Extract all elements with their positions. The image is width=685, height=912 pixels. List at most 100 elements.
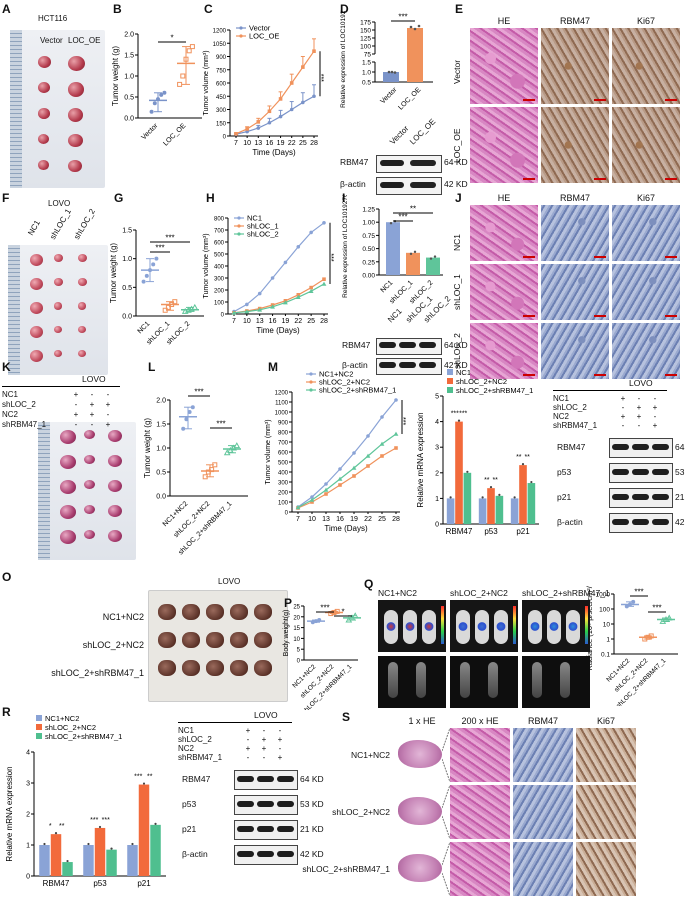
significance-label: *** — [216, 420, 225, 429]
q-group-label: shLOC_2+NC2 — [450, 588, 508, 598]
y-axis-label: Relative expression of LOC101927668 — [340, 10, 347, 108]
y-tick-label: 300 — [214, 277, 225, 283]
n-sign: - — [653, 394, 657, 403]
data-point — [142, 782, 146, 785]
micrograph — [513, 728, 573, 782]
n-blot-band — [632, 494, 649, 500]
y-tick-label: 750 — [216, 68, 227, 74]
data-point — [283, 300, 288, 305]
significance-label: *** — [327, 253, 334, 261]
legend-marker — [237, 232, 241, 236]
q-group-label: NC1+NC2 — [378, 588, 417, 598]
micrograph — [470, 107, 538, 183]
ivis-frame — [450, 600, 518, 652]
r-sign: + — [261, 744, 267, 753]
y-tick-label: 100 — [599, 607, 610, 614]
legend-swatch — [447, 387, 453, 393]
n-blot-kd-label: 42 KD — [675, 517, 685, 527]
bar — [62, 862, 73, 876]
ct-mouse — [460, 662, 470, 698]
x-tick-label: 7 — [296, 516, 300, 523]
y-tick-label: 1.25 — [362, 207, 375, 214]
chart-i: 0.00 0.25 0.50 0.75 1.00 1.25 Relative express… — [342, 195, 443, 305]
data-point — [144, 273, 149, 278]
q-group-label: shLOC_2+shRBM47_1 — [522, 588, 610, 598]
x-tick-label: 28 — [320, 318, 328, 325]
legend-label: shLOC_2+shRBM47_1 — [319, 386, 396, 395]
y-tick-label: 1 — [606, 637, 610, 644]
n-blot-row-label: p53 — [557, 467, 572, 477]
r-sign: - — [246, 753, 250, 762]
y-tick-label: 175 — [360, 20, 371, 27]
data-point — [308, 288, 314, 293]
tumor — [30, 278, 43, 290]
data-point — [413, 250, 417, 254]
data-point — [256, 120, 261, 124]
k-sign: - — [106, 410, 110, 419]
bar — [495, 495, 504, 524]
y-tick-label: 800 — [278, 431, 289, 437]
data-point — [159, 92, 164, 97]
blot-band — [419, 362, 436, 368]
n-sign: + — [652, 421, 658, 430]
zoom-line — [442, 815, 451, 839]
data-point — [154, 256, 159, 261]
data-point — [394, 446, 398, 450]
data-point — [433, 255, 437, 258]
blot-band — [399, 342, 416, 348]
significance-label: *** — [90, 817, 98, 824]
bioluminescence-signal — [549, 622, 559, 631]
tumor — [78, 254, 87, 263]
y-tick-label: 125 — [360, 36, 371, 43]
y-tick-label: 5 — [297, 648, 301, 654]
micrograph-column-label: 200 x HE — [461, 716, 499, 726]
k-divider — [2, 386, 120, 387]
data-point — [177, 81, 183, 87]
blot-row-label: β-actin — [340, 179, 366, 189]
y-tick-label: 900 — [278, 421, 289, 427]
tumor — [158, 660, 176, 676]
micrograph — [450, 728, 510, 782]
data-point — [295, 505, 301, 510]
x-tick-label: 22 — [294, 318, 302, 325]
scale-bar — [665, 315, 677, 317]
zoom-line — [442, 842, 451, 866]
tumor — [254, 604, 272, 620]
scale-bar — [665, 178, 677, 180]
micrograph-row-label: LOC_OE — [452, 128, 462, 164]
r-sign: - — [262, 753, 266, 762]
y-axis-label: Relative mRNA expression — [416, 412, 425, 507]
o-row-label: shLOC_2+NC2 — [82, 640, 144, 650]
y-tick-label: 2 — [26, 812, 30, 819]
y-tick-label: 0.5 — [124, 95, 134, 102]
x-tick-label: 22 — [288, 140, 296, 147]
y-tick-label: 0.5 — [362, 80, 371, 87]
legend-marker — [237, 224, 241, 228]
data-point — [289, 107, 294, 112]
tumor — [68, 82, 85, 97]
x-tick-label: 13 — [254, 140, 262, 147]
data-point — [457, 419, 461, 422]
bar — [83, 845, 94, 876]
y-tick-label: 0 — [223, 135, 227, 141]
bioluminescence-signal — [424, 622, 434, 631]
y-tick-label: 0.0 — [156, 494, 166, 501]
y-tick-label: 3 — [435, 445, 439, 452]
r-blot-band — [277, 851, 294, 857]
data-point — [296, 245, 301, 249]
r-blot-band — [277, 776, 294, 782]
data-point — [352, 474, 356, 478]
tumor — [182, 604, 200, 620]
n-sign: - — [637, 421, 641, 430]
y-tick-label: 100 — [360, 44, 371, 51]
bar — [406, 252, 420, 275]
data-point — [365, 453, 371, 458]
y-tick-label: 0.00 — [362, 273, 375, 280]
blot-band — [380, 160, 404, 166]
data-point — [66, 859, 69, 863]
y-tick-label: 1100 — [275, 401, 289, 407]
data-point — [110, 847, 113, 850]
significance-label: * — [49, 823, 52, 830]
y-tick-label: 0.75 — [362, 233, 375, 240]
